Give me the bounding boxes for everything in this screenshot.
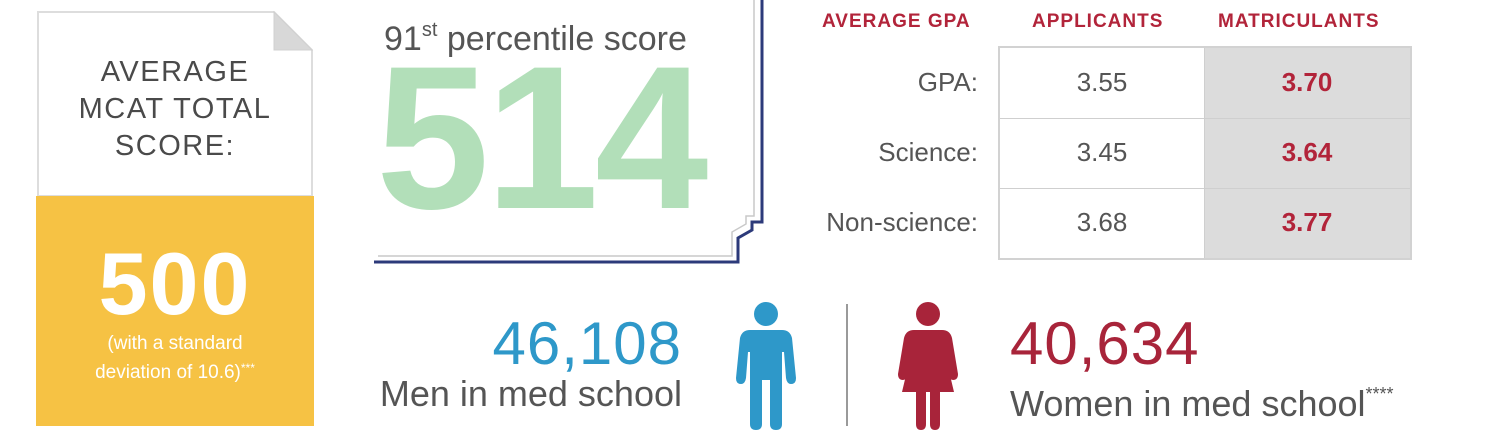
woman-icon [896,300,960,430]
mcat-note-line-1: (with a standard [107,333,243,354]
gpa-matriculants-science: 3.64 [1281,137,1333,167]
gpa-row-divider [1000,118,1410,119]
percentile-title: 91st percentile score [384,8,687,61]
mcat-label-line-2: MCAT TOTAL [78,93,272,125]
men-label: Men in med school [379,373,682,414]
women-label-wrap: Women in med school**** [1010,372,1394,426]
gpa-row-label-non-science: Non-science: [826,207,978,237]
gpa-applicants-non-science: 3.68 [1076,207,1128,237]
mcat-label-line-3: SCORE: [114,130,236,162]
women-label-marker: **** [1365,384,1394,404]
mcat-label-line-1: AVERAGE [100,56,250,88]
gpa-applicants-gpa: 3.55 [1076,67,1128,97]
women-label: Women in med school [1010,383,1366,424]
gender-divider [846,304,848,426]
percentile-rank: 91 [384,20,422,58]
gpa-matriculants-non-science: 3.77 [1281,207,1333,237]
gpa-header-average: AVERAGE GPA [822,11,971,32]
percentile-score: 514 [376,24,708,252]
mcat-card-shape [36,10,314,426]
percentile-frame [370,0,770,270]
mcat-average-score: 500 [98,234,252,333]
gpa-row-divider [1000,188,1410,189]
mcat-note-marker: *** [240,361,255,375]
gpa-applicants-science: 3.45 [1076,137,1128,167]
percentile-label: percentile score [446,20,687,58]
gpa-row-label-science: Science: [878,137,978,167]
gpa-row-label-gpa: GPA: [917,67,978,97]
percentile-frame-border [374,0,764,264]
gpa-matriculants-gpa: 3.70 [1281,67,1333,97]
men-count: 46,108 [492,310,682,377]
mcat-label: AVERAGE MCAT TOTAL SCORE: [36,54,314,165]
mcat-note-line-2: deviation of 10.6) [95,362,241,383]
percentile-rank-suffix: st [421,19,438,41]
mcat-score-card: AVERAGE MCAT TOTAL SCORE: 500 (with a st… [36,10,314,426]
mcat-std-note: (with a standard deviation of 10.6)*** [36,332,314,385]
gpa-column-divider [1204,48,1205,258]
gpa-matriculants-column [1204,48,1410,258]
gpa-header-matriculants: MATRICULANTS [1218,11,1380,32]
women-count: 40,634 [1010,310,1200,377]
man-icon [734,300,798,430]
gpa-table [998,46,1412,260]
gpa-header-applicants: APPLICANTS [1032,11,1164,32]
